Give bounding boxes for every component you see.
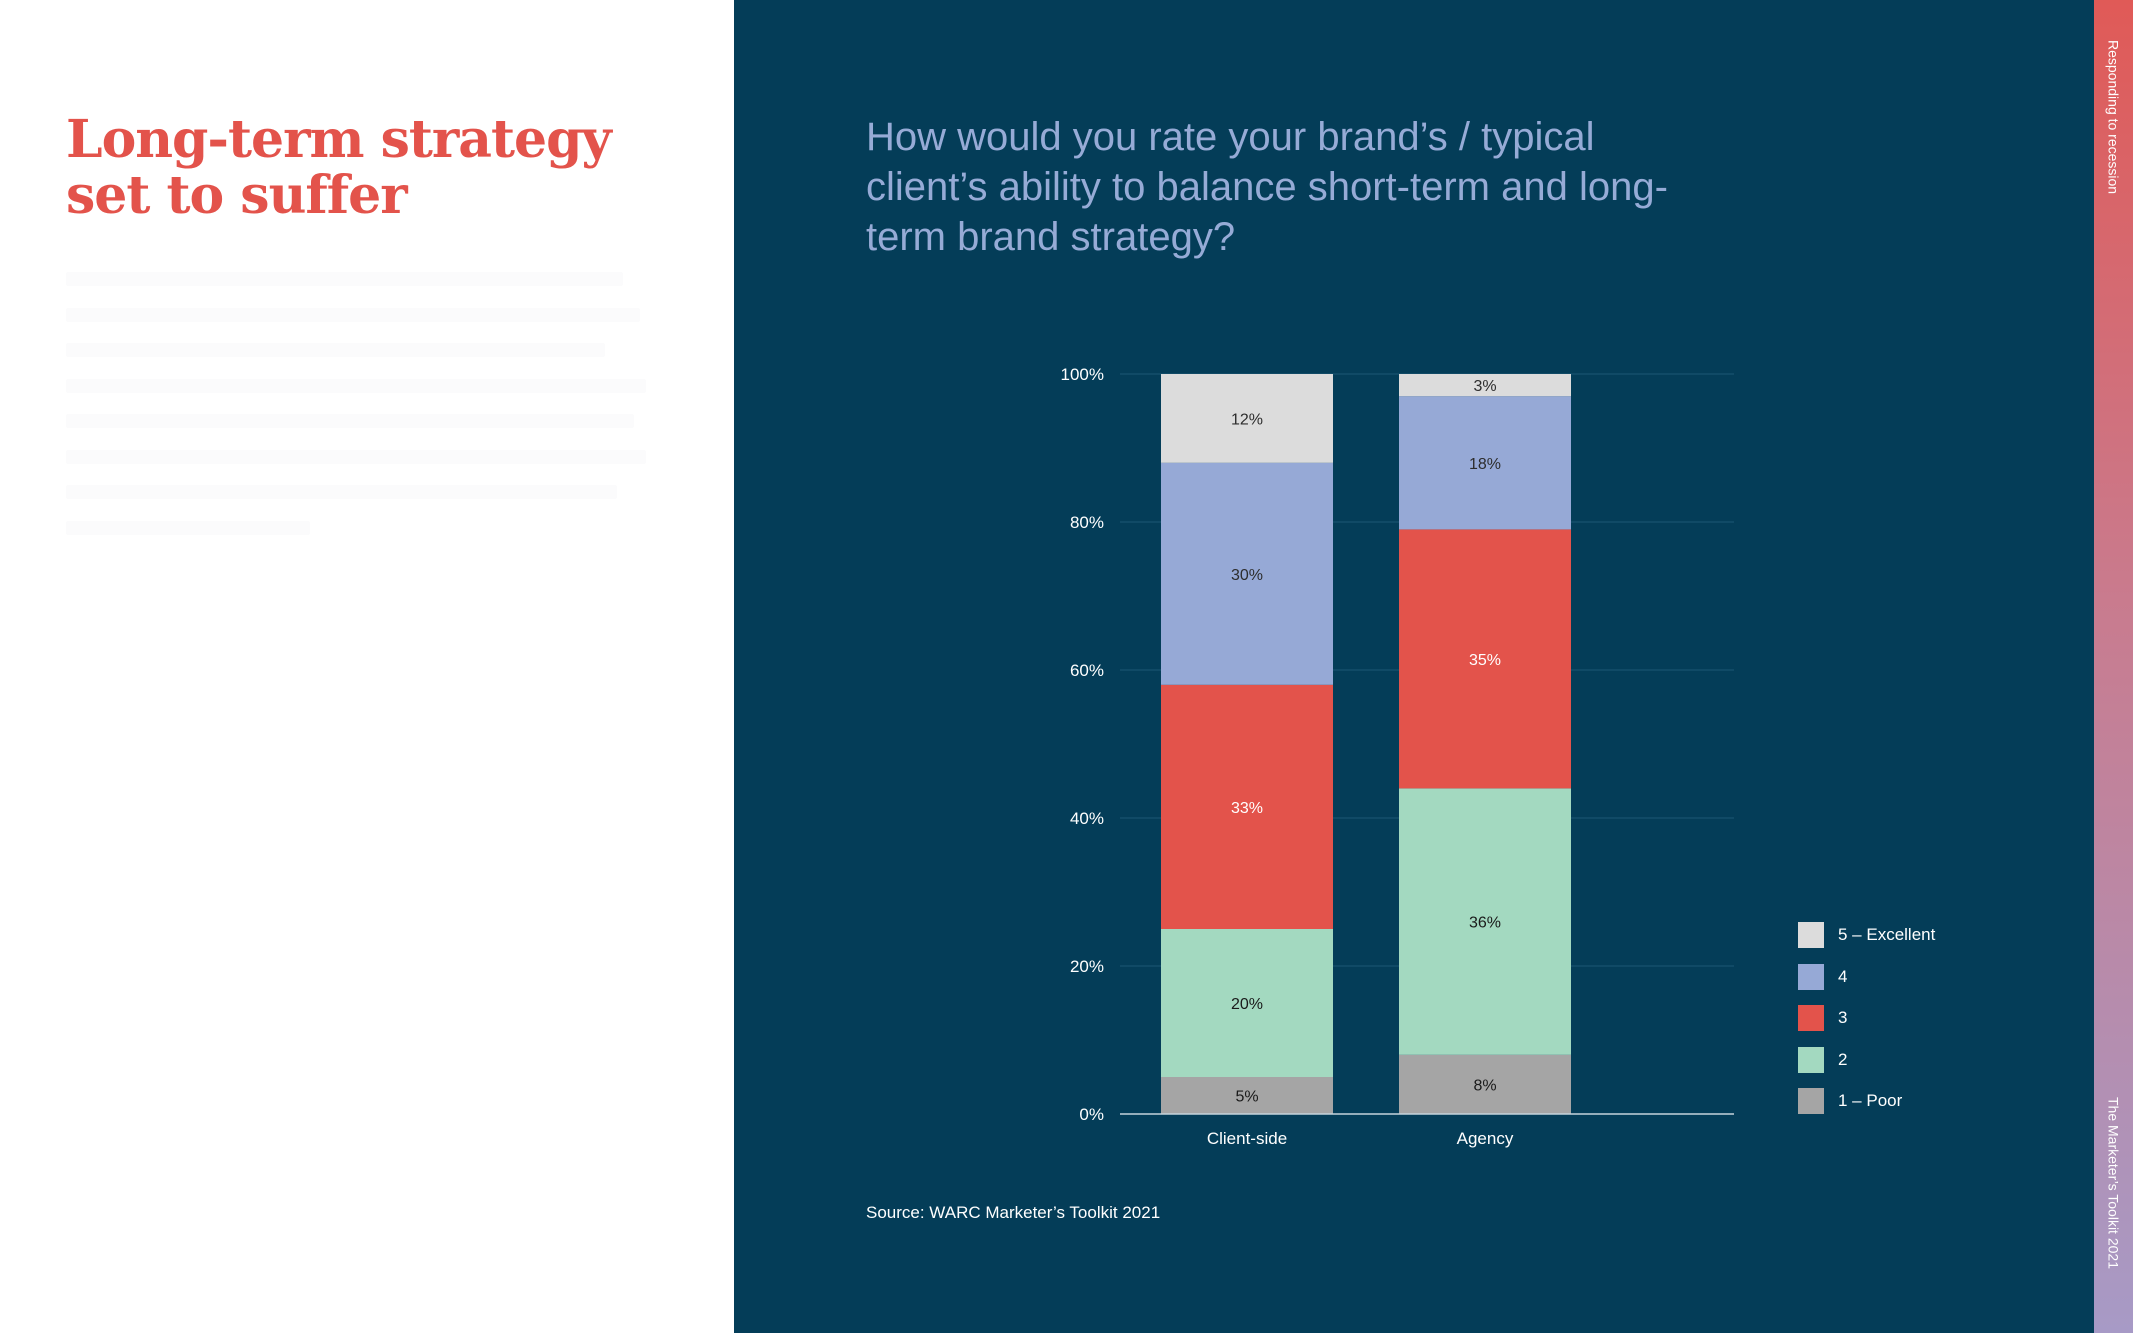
data-label: 3% xyxy=(1473,378,1496,395)
chart-panel: How would you rate your brand’s / typica… xyxy=(734,0,2094,1333)
chart-question: How would you rate your brand’s / typica… xyxy=(866,115,1668,259)
legend-item: 2 xyxy=(1798,1046,1935,1073)
y-tick-label: 20% xyxy=(1070,957,1104,976)
bar-segment xyxy=(1161,1077,1333,1114)
bar-segment xyxy=(1161,929,1333,1077)
y-tick-label: 40% xyxy=(1070,809,1104,828)
data-label: 20% xyxy=(1231,996,1263,1013)
chart-legend: 5 – Excellent 4 3 2 1 – Poor xyxy=(1798,922,1935,1130)
legend-item: 3 xyxy=(1798,1005,1935,1032)
data-label: 33% xyxy=(1231,800,1263,817)
data-label: 18% xyxy=(1469,456,1501,473)
bar-segment xyxy=(1161,462,1333,685)
legend-label: 5 – Excellent xyxy=(1838,925,1936,944)
data-label: 30% xyxy=(1231,567,1263,584)
bar-segment xyxy=(1399,396,1571,530)
bar-segment xyxy=(1161,374,1333,463)
legend-swatch xyxy=(1798,922,1824,948)
publication-label: The Marketer’s Toolkit 2021 xyxy=(2105,1097,2122,1269)
section-label: Responding to recession xyxy=(2105,40,2122,195)
category-label: Agency xyxy=(1457,1129,1514,1148)
stacked-bar-chart: 0% 20% 40% 60% 80% 100% 5% 20% 33% 30% 12% Client-s… xyxy=(1061,365,1734,1148)
y-tick-label: 100% xyxy=(1061,365,1104,384)
legend-label: 1 – Poor xyxy=(1838,1091,1903,1111)
y-tick-label: 60% xyxy=(1070,661,1104,680)
bar-segment xyxy=(1399,788,1571,1055)
data-label: 36% xyxy=(1469,915,1501,932)
legend-label: 4 xyxy=(1838,966,1848,986)
data-label: 8% xyxy=(1473,1077,1496,1094)
faded-body-text xyxy=(66,272,646,556)
legend-swatch xyxy=(1798,1088,1824,1115)
data-label: 5% xyxy=(1235,1089,1258,1106)
legend-label: 3 xyxy=(1838,1008,1848,1028)
category-label: Client-side xyxy=(1207,1129,1287,1148)
bar-segment xyxy=(1399,1054,1571,1114)
legend-item: 1 – Poor xyxy=(1798,1088,1935,1115)
bar-segment xyxy=(1161,684,1333,929)
bar-segment xyxy=(1399,374,1571,397)
y-tick-label: 80% xyxy=(1070,513,1104,532)
left-panel: Long-term strategy set to suffer xyxy=(0,0,734,1333)
bar-segment xyxy=(1399,529,1571,789)
chart-source: Source: WARC Marketer’s Toolkit 2021 xyxy=(866,1203,1161,1222)
side-strip: Responding to recession The Marketer’s T… xyxy=(2094,0,2133,1333)
legend-item: 4 xyxy=(1798,963,1935,990)
legend-item: 5 – Excellent xyxy=(1798,922,1935,948)
data-label: 35% xyxy=(1469,652,1501,669)
legend-swatch xyxy=(1798,1046,1824,1073)
legend-swatch xyxy=(1798,963,1824,990)
legend-label: 2 xyxy=(1838,1049,1848,1069)
y-tick-label: 0% xyxy=(1079,1105,1104,1124)
legend-swatch xyxy=(1798,1005,1824,1032)
data-label: 12% xyxy=(1231,411,1263,428)
page-title: Long-term strategy set to suffer xyxy=(66,109,612,226)
